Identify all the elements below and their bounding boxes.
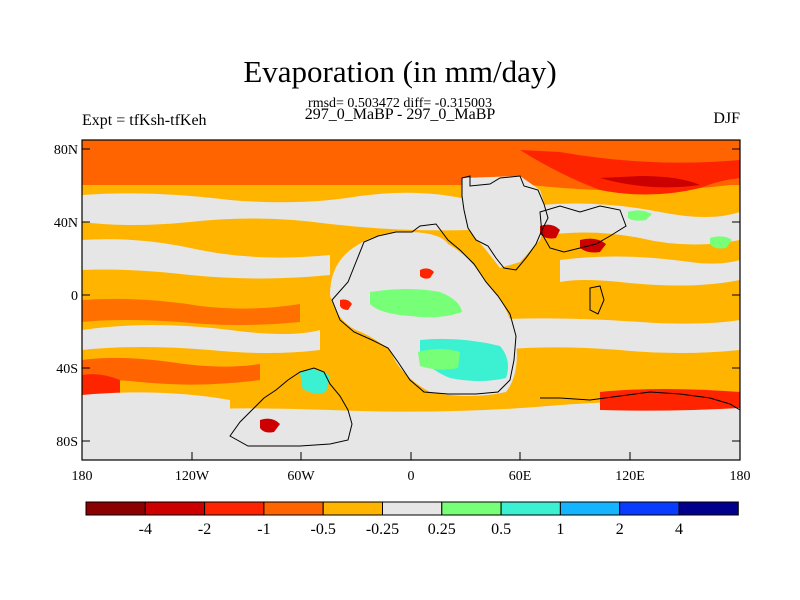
colorbar-label-6: 0.25 [428,521,456,538]
colorbar-swatch-7 [441,501,502,516]
colorbar-label-2: -2 [198,521,211,538]
coastlines [229,175,740,447]
colorbar-swatch-1 [85,501,146,516]
lat-label-80s: 80S [56,435,78,450]
lon-label-180e: 180 [730,469,751,484]
colorbar-label-7: 0.5 [491,521,511,538]
lat-label-80n: 80N [54,143,78,158]
lon-label-0: 0 [408,469,415,484]
colorbar-label-5: -0.25 [366,521,399,538]
colorbar-label-8: 1 [556,521,564,538]
colorbar: -4 -2 -1 -0.5 -0.25 0.25 0.5 1 2 4 [85,501,739,538]
lon-label-180w: 180 [72,469,93,484]
plot-title: Evaporation (in mm/day) [243,54,557,89]
lon-label-120e: 120E [615,469,645,484]
colorbar-swatch-11 [678,501,739,516]
colorbar-swatch-6 [382,501,443,516]
map-field [82,140,740,460]
colorbar-swatch-5 [322,501,384,516]
colorbar-swatch-9 [559,501,621,516]
colorbar-label-9: 2 [616,521,624,538]
lat-label-40n: 40N [54,216,78,231]
lon-label-60w: 60W [287,469,315,484]
lat-label-40s: 40S [56,362,78,377]
colorbar-label-3: -1 [257,521,270,538]
experiment-label: Expt = tfKsh-tfKeh [82,112,207,129]
colorbar-swatch-3 [204,501,265,516]
stats-line: rmsd= 0.503472 diff= -0.315003 [308,96,492,111]
lat-label-eq: 0 [71,289,78,304]
colorbar-swatch-8 [500,501,561,516]
axis-ticks [81,148,741,460]
colorbar-swatch-4 [263,501,324,516]
colorbar-label-1: -4 [139,521,152,538]
colorbar-swatch-2 [144,501,206,516]
lon-label-120w: 120W [175,469,210,484]
colorbar-swatch-10 [619,501,680,516]
season-label: DJF [713,110,740,127]
colorbar-label-4: -0.5 [311,521,336,538]
lon-label-60e: 60E [509,469,532,484]
colorbar-label-10: 4 [675,521,683,538]
experiment-subtitle: 297_0_MaBP - 297_0_MaBP [304,106,496,123]
